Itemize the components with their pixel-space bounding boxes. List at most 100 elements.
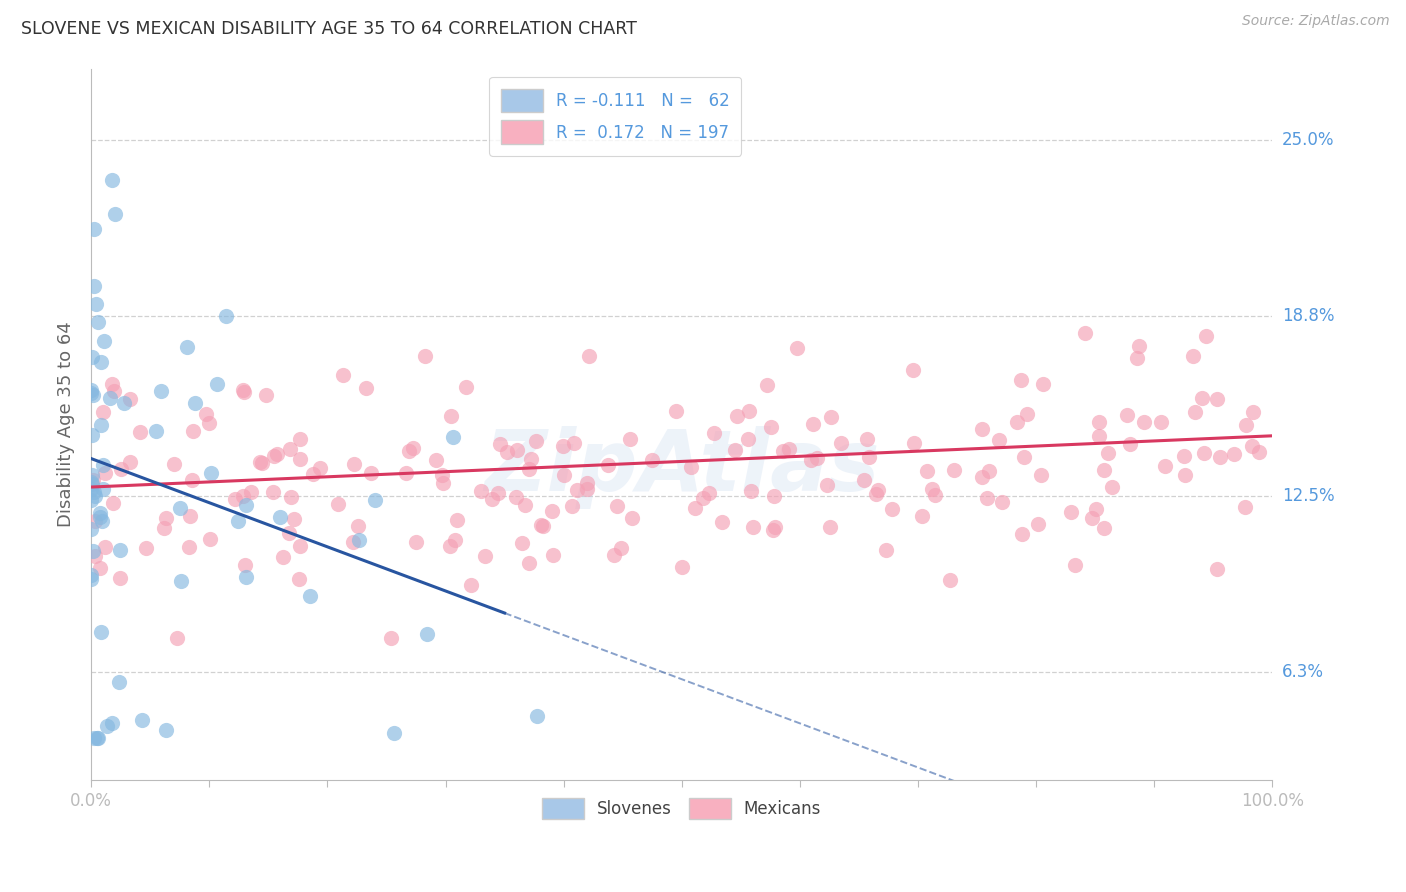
Text: 6.3%: 6.3% [1282, 663, 1324, 681]
Point [354, 381, 377, 395]
Point [921, 482, 943, 496]
Point [80, 482, 103, 496]
Point [915, 464, 938, 478]
Point [610, 541, 633, 555]
Point [83, 278, 105, 293]
Point [82, 388, 104, 402]
Point [1088, 416, 1111, 430]
Point [903, 363, 925, 377]
Point [135, 541, 157, 556]
Point [779, 442, 801, 457]
Point [200, 467, 222, 481]
Point [163, 457, 186, 471]
Point [198, 416, 221, 430]
Point [214, 309, 236, 323]
Point [250, 456, 273, 470]
Point [80, 350, 103, 364]
Point [865, 487, 887, 501]
Point [80, 477, 103, 491]
Point [82, 473, 104, 487]
Point [519, 556, 541, 570]
Point [943, 463, 966, 477]
Point [1088, 429, 1111, 443]
Point [86, 731, 108, 745]
Point [90, 355, 112, 369]
Legend: Slovenes, Mexicans: Slovenes, Mexicans [536, 792, 828, 825]
Point [1240, 439, 1263, 453]
Point [738, 404, 761, 418]
Point [441, 430, 464, 444]
Point [1012, 450, 1035, 464]
Point [446, 513, 468, 527]
Point [724, 443, 747, 458]
Point [342, 534, 364, 549]
Point [866, 483, 889, 498]
Point [108, 571, 131, 585]
Point [1097, 446, 1119, 460]
Point [288, 539, 311, 553]
Point [853, 473, 876, 487]
Point [1209, 450, 1232, 465]
Point [1184, 404, 1206, 418]
Point [531, 519, 554, 533]
Point [1084, 502, 1107, 516]
Point [1191, 391, 1213, 405]
Point [195, 407, 218, 421]
Point [166, 631, 188, 645]
Point [979, 464, 1001, 478]
Point [697, 486, 720, 500]
Point [200, 532, 222, 546]
Point [90, 417, 112, 432]
Point [262, 484, 284, 499]
Point [232, 490, 254, 504]
Point [1074, 326, 1097, 341]
Point [679, 460, 702, 475]
Point [83, 549, 105, 564]
Point [703, 425, 725, 440]
Point [596, 458, 619, 472]
Point [972, 422, 994, 436]
Point [800, 452, 823, 467]
Point [90, 625, 112, 640]
Point [1174, 467, 1197, 482]
Point [278, 442, 301, 456]
Point [432, 476, 454, 491]
Text: SLOVENE VS MEXICAN DISABILITY AGE 35 TO 64 CORRELATION CHART: SLOVENE VS MEXICAN DISABILITY AGE 35 TO … [21, 20, 637, 37]
Point [181, 424, 204, 438]
Point [235, 498, 257, 512]
Point [235, 570, 257, 584]
Point [903, 436, 925, 450]
Point [1101, 480, 1123, 494]
Point [1173, 449, 1195, 463]
Point [120, 455, 142, 469]
Point [84, 297, 107, 311]
Point [347, 533, 370, 548]
Point [290, 433, 312, 447]
Point [1017, 407, 1039, 421]
Point [266, 447, 288, 461]
Point [100, 716, 122, 731]
Point [239, 485, 262, 500]
Point [101, 172, 124, 186]
Point [530, 517, 553, 532]
Point [87, 731, 110, 745]
Point [1222, 447, 1244, 461]
Point [112, 396, 135, 410]
Point [1007, 415, 1029, 429]
Point [179, 509, 201, 524]
Point [470, 484, 492, 499]
Point [394, 466, 416, 480]
Point [382, 726, 405, 740]
Point [619, 432, 641, 446]
Point [277, 525, 299, 540]
Point [820, 410, 842, 425]
Point [302, 467, 325, 481]
Point [875, 543, 897, 558]
Point [80, 522, 103, 536]
Point [1011, 527, 1033, 541]
Point [740, 484, 762, 499]
Point [155, 511, 177, 525]
Point [342, 457, 364, 471]
Point [82, 544, 104, 558]
Point [524, 434, 547, 448]
